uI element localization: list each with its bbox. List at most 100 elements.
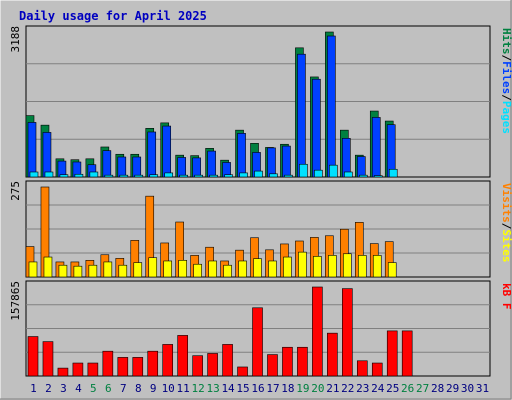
bar-files-day-8 [132, 156, 142, 178]
bar-kb-f-day-2 [42, 341, 54, 377]
bar-sites-day-17 [268, 260, 277, 278]
bar-pages-day-18 [284, 174, 293, 178]
bar-files-day-22 [342, 138, 351, 178]
bar-sites-day-8 [133, 262, 143, 278]
bar-sites-day-1 [28, 261, 38, 278]
bar-kb-f-day-16 [252, 307, 263, 377]
bar-sites-day-4 [73, 265, 83, 278]
x-tick-label-day-3: 3 [60, 382, 67, 395]
panel-visits_sites: 275 Visits/Sites [9, 180, 512, 278]
bar-pages-day-6 [104, 174, 114, 178]
x-tick-label-day-29: 29 [446, 382, 459, 395]
x-tick-label-day-2: 2 [45, 382, 52, 395]
bar-kb-f-day-25 [386, 330, 398, 377]
legend-visits: Visits [500, 183, 512, 223]
panel-hits_files_pages: 3188 Hits/Files/Pages [9, 25, 512, 178]
y-max-label: 3188 [9, 26, 22, 53]
panel-legend: Visits/Sites [500, 183, 512, 263]
panel-kbytes: 157865 kB F [9, 280, 512, 377]
bar-sites-day-12 [193, 263, 202, 278]
bar-sites-day-19 [298, 251, 307, 278]
x-tick-label-day-1: 1 [30, 382, 37, 395]
legend-kb-f: kB F [500, 283, 512, 310]
legend-pages: Pages [500, 101, 512, 134]
bar-pages-day-15 [239, 172, 248, 178]
bar-kb-f-day-9 [147, 350, 159, 377]
bar-pages-day-20 [314, 169, 323, 178]
x-tick-label-day-30: 30 [461, 382, 474, 395]
legend-separator: / [500, 94, 512, 101]
x-axis-labels: 1 2 3 4 5 6 7 8 9 10 11 12 13 14 15 16 17 18 19 20 21 22 23 24 2… [30, 382, 489, 395]
bar-sites-day-25 [387, 262, 397, 278]
bar-sites-day-22 [343, 253, 352, 278]
bar-files-day-19 [297, 53, 306, 178]
legend-separator: / [500, 55, 512, 62]
bar-files-day-20 [312, 78, 321, 178]
x-tick-label-day-12: 12 [192, 382, 205, 395]
x-tick-label-day-8: 8 [135, 382, 142, 395]
x-tick-label-day-18: 18 [281, 382, 294, 395]
x-tick-label-day-25: 25 [386, 382, 399, 395]
bar-sites-day-9 [148, 257, 158, 278]
bar-kb-f-day-8 [132, 357, 144, 377]
bar-sites-day-13 [208, 260, 217, 278]
bar-files-day-6 [102, 150, 112, 178]
bar-kb-f-day-13 [207, 353, 218, 377]
bar-sites-day-20 [313, 256, 322, 278]
x-tick-label-day-9: 9 [150, 382, 157, 395]
x-tick-label-day-13: 13 [206, 382, 219, 395]
legend-hits: Hits [500, 28, 512, 55]
bar-pages-day-7 [119, 174, 129, 178]
x-tick-label-day-31: 31 [476, 382, 489, 395]
bar-kb-f-day-20 [312, 286, 323, 377]
bar-sites-day-14 [223, 264, 232, 278]
x-tick-label-day-10: 10 [162, 382, 175, 395]
bar-sites-day-11 [178, 260, 187, 278]
bar-files-day-17 [267, 147, 276, 178]
bar-sites-day-21 [328, 255, 337, 278]
x-tick-label-day-23: 23 [356, 382, 369, 395]
bar-pages-day-13 [209, 174, 218, 178]
x-tick-label-day-6: 6 [105, 382, 112, 395]
bar-files-day-15 [237, 133, 246, 178]
bar-kb-f-day-15 [237, 366, 248, 377]
bar-files-day-11 [177, 157, 186, 178]
bar-files-day-9 [147, 131, 157, 178]
x-tick-label-day-14: 14 [221, 382, 235, 395]
bar-kb-f-day-17 [267, 354, 278, 377]
bar-pages-day-14 [224, 174, 233, 178]
legend-separator: / [500, 223, 512, 230]
bar-sites-day-5 [88, 264, 98, 278]
x-tick-label-day-4: 4 [75, 382, 82, 395]
bar-sites-day-10 [163, 260, 173, 278]
bar-files-day-12 [192, 157, 201, 178]
bar-sites-day-23 [357, 255, 367, 278]
y-max-label: 275 [9, 181, 22, 201]
bar-kb-f-day-3 [57, 367, 69, 377]
bar-kb-f-day-5 [87, 362, 99, 377]
bar-files-day-23 [356, 156, 366, 178]
bar-files-day-21 [327, 35, 336, 178]
bar-pages-day-5 [89, 171, 99, 178]
bar-sites-day-24 [372, 255, 382, 278]
bar-sites-day-2 [43, 256, 53, 278]
y-max-label: 157865 [9, 281, 22, 321]
x-tick-label-day-24: 24 [371, 382, 385, 395]
bar-pages-day-4 [74, 173, 84, 178]
bar-kb-f-day-26 [401, 330, 413, 377]
bar-sites-day-16 [253, 258, 262, 278]
chart-title: Daily usage for April 2025 [19, 9, 207, 23]
bar-kb-f-day-19 [297, 346, 308, 377]
bar-kb-f-day-10 [162, 344, 174, 377]
x-tick-label-day-21: 21 [326, 382, 339, 395]
bar-pages-day-24 [373, 175, 383, 178]
bar-kb-f-day-12 [192, 355, 203, 377]
bar-files-day-13 [207, 150, 216, 178]
bar-sites-day-15 [238, 260, 247, 278]
bar-kb-f-day-7 [117, 357, 129, 377]
x-tick-label-day-5: 5 [90, 382, 97, 395]
bar-kb-f-day-6 [102, 350, 114, 377]
bar-pages-day-10 [164, 172, 174, 178]
